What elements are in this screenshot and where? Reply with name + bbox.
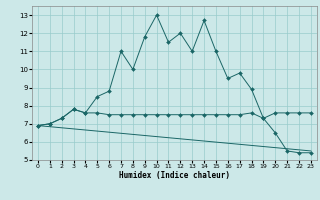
X-axis label: Humidex (Indice chaleur): Humidex (Indice chaleur) — [119, 171, 230, 180]
